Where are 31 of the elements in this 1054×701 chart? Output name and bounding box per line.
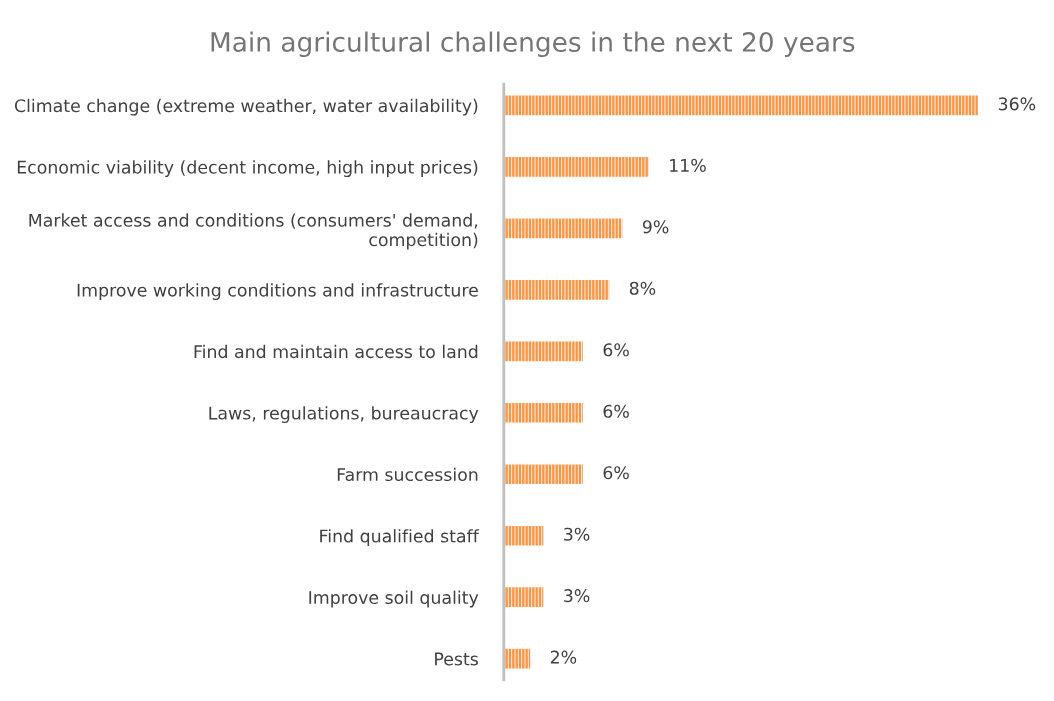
data-label: 3%	[564, 589, 590, 603]
y-tick-label: Market access and conditions (consumers' demand, competition)	[29, 213, 478, 250]
bar	[503, 464, 583, 485]
y-tick-label: Laws, regulations, bureaucracy	[209, 406, 479, 423]
bar	[503, 648, 531, 669]
data-label: 2%	[550, 650, 577, 664]
y-tick-label: Find and maintain access to land	[194, 344, 478, 359]
data-label: 6%	[603, 343, 629, 357]
y-tick-label: Farm succession	[337, 467, 478, 482]
bar	[503, 402, 583, 423]
bar	[503, 218, 623, 239]
bar	[503, 587, 544, 608]
y-tick-label: Find qualified staff	[320, 529, 480, 546]
bar	[503, 280, 610, 300]
y-tick-label: Improve working conditions and infrastructure	[77, 283, 478, 301]
data-label: 8%	[629, 281, 656, 295]
chart-title: Main agricultural challenges in the next 20 years	[211, 31, 855, 58]
data-label: 3%	[564, 527, 590, 541]
y-tick-label: Climate change (extreme weather, water availability)	[14, 98, 478, 116]
bar	[503, 341, 583, 362]
bar	[503, 157, 649, 177]
data-label: 6%	[603, 404, 629, 418]
y-tick-label: Improve soil quality	[309, 590, 479, 608]
data-label: 6%	[603, 466, 629, 480]
data-label: 9%	[642, 220, 669, 234]
y-tick-label: Pests	[435, 652, 478, 666]
data-label: 36%	[998, 97, 1036, 111]
data-label: 11%	[670, 158, 706, 172]
bar	[503, 525, 544, 546]
y-tick-label: Economic viability (decent income, high input prices)	[17, 160, 478, 178]
bar	[503, 95, 979, 116]
